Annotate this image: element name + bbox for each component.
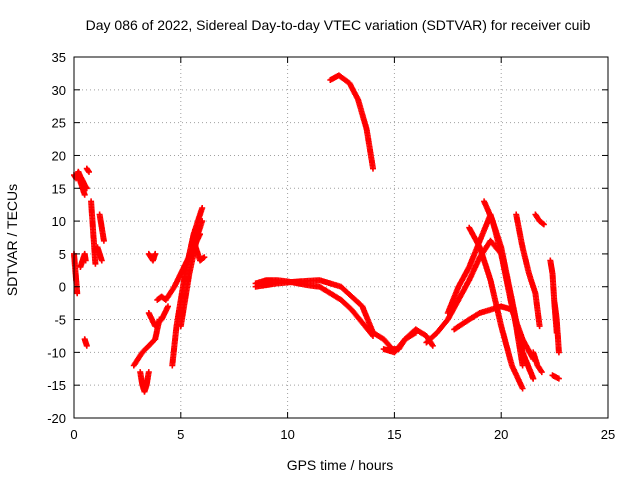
data-point [100,237,107,244]
data-point [83,185,90,192]
x-tick-label: 5 [177,427,184,442]
series-arc-20 [252,277,376,336]
series-arc-32 [551,300,562,356]
series-arc-03 [71,250,81,297]
data-point [83,342,90,349]
data-point [429,342,436,349]
y-tick-label: 35 [52,50,66,65]
data-point [82,257,89,264]
y-tick-label: 0 [59,280,66,295]
data-point [152,250,159,257]
x-tick-label: 20 [494,427,508,442]
data-point [74,290,81,297]
data-point [145,369,152,376]
data-point [199,205,206,211]
y-tick-label: 5 [59,247,66,262]
data-point [519,385,526,392]
data-point [536,323,543,330]
data-point [81,191,88,198]
data-point [199,218,206,225]
series-arc-17 [188,244,208,264]
series-arc-06 [83,165,92,175]
series-arc-33 [549,372,562,382]
y-tick-label: 25 [52,116,66,131]
plot-frame [73,56,609,419]
series-arc-29 [532,211,547,228]
y-axis-label: SDTVAR / TECUs [4,184,20,296]
y-tick-label: -5 [54,313,66,328]
series-arc-15 [169,205,206,369]
x-tick-label: 10 [280,427,294,442]
chart-title: Day 086 of 2022, Sidereal Day-to-day VTE… [86,17,591,33]
series-arc-08 [96,211,107,244]
data-point [540,221,547,228]
data-point [538,369,545,376]
series-arc-07 [88,198,99,267]
series-arc-28 [513,211,543,330]
series-arc-04 [77,250,89,270]
series-arc-30 [530,349,545,376]
series-arc-18 [327,72,376,172]
data-point [201,254,208,261]
data-point [555,375,562,382]
series-arc-13 [145,303,171,330]
data-point [165,303,171,310]
data-point [530,375,537,382]
x-tick-label: 15 [387,427,401,442]
data-point [86,168,92,175]
series-arc-24 [444,211,526,369]
y-tick-label: 10 [52,214,66,229]
y-tick-label: -10 [47,345,66,360]
series-arc-12 [145,250,159,264]
series-arc-09 [94,244,105,264]
data-point [98,257,105,264]
series-arc-02 [75,168,90,192]
axes: 0 5 10 15 20 25 -20 -15 -10 -5 0 5 10 15 20 25 30 35 [47,50,615,442]
data-point [92,260,99,267]
series-arc-27 [451,303,537,362]
x-axis-label: GPS time / hours [287,457,394,473]
data-point [370,165,376,172]
data-point [519,362,526,369]
data-point [555,349,562,356]
x-tick-label: 25 [601,427,615,442]
series-arc-05 [81,336,90,349]
data-marks [71,72,562,395]
series-arc-25 [466,224,526,392]
y-tick-label: -20 [47,411,66,426]
y-tick-label: 20 [52,148,66,163]
y-tick-label: 15 [52,181,66,196]
series-arc-11 [137,369,152,395]
x-tick-label: 0 [70,427,77,442]
y-tick-label: -15 [47,378,66,393]
y-tick-label: 30 [52,83,66,98]
